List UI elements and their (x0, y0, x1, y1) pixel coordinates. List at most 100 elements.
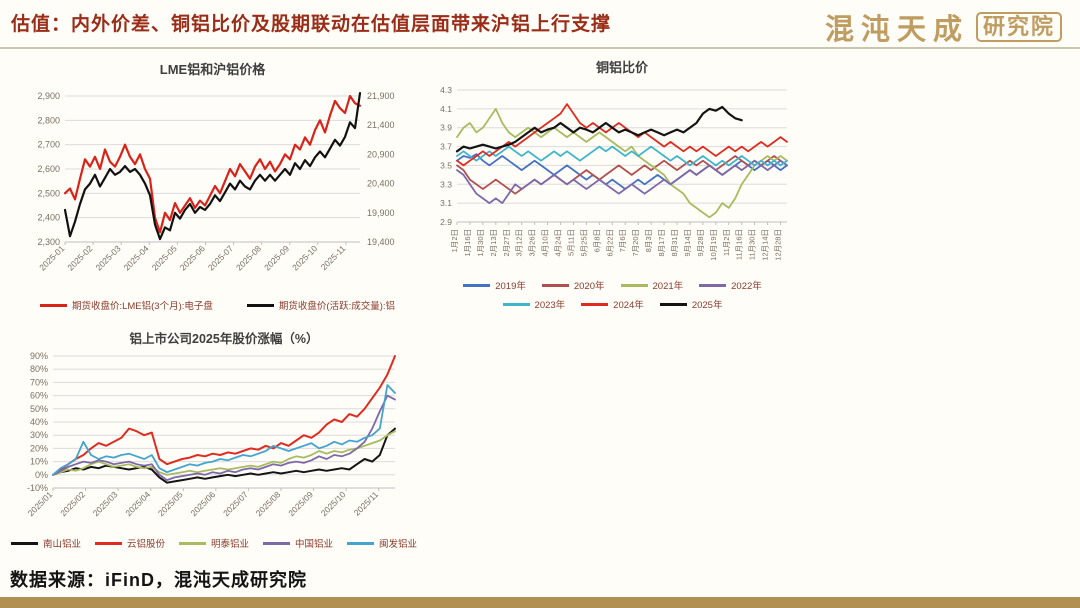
x-axis-tick: 2月27日 (502, 229, 511, 257)
legend-swatch (581, 302, 609, 306)
x-axis-tick: 4月24日 (554, 229, 563, 257)
legend-label: 中国铝业 (295, 539, 334, 550)
x-axis-tick: 2025-08 (234, 243, 263, 272)
x-axis-tick: 2025-09 (262, 243, 291, 272)
legend-swatch (463, 283, 491, 287)
x-axis-tick: 6月8日 (592, 229, 601, 252)
chart-aluminum-stocks-change-plot: 铝上市公司2025年股价涨幅（%） 90% 80% 70% 60% 50% 40% 30% 20… (26, 331, 396, 518)
x-axis-tick: 3月12日 (515, 229, 524, 257)
x-axis-tick: 5月11日 (566, 229, 575, 256)
legend-item: 云铝股份 (94, 536, 165, 550)
legend-label: 期货收盘价(活跃:成交量):铝 (278, 301, 396, 312)
chart-copper-aluminum-ratio-legend: 2019年 2020年 2021年 2022年 2023年 2024年 2025年 (454, 278, 772, 311)
x-axis-tick: 2025/07 (221, 489, 250, 518)
legend-label: 期货收盘价:LME铝(3个月):电子盘 (71, 301, 213, 312)
x-axis-tick: 11月2日 (722, 229, 731, 256)
y-axis-tick: 4.3 (440, 85, 452, 95)
legend-swatch (263, 541, 290, 545)
x-axis-tick: 2025-05 (150, 243, 179, 272)
y-axis-tick: 2,400 (37, 213, 60, 223)
series-明泰铝业 (52, 430, 396, 476)
page-title: 估值：内外价差、铜铝比价及股期联动在估值层面带来沪铝上行支撑 (11, 14, 612, 35)
legend-item: 期货收盘价:LME铝(3个月):电子盘 (39, 298, 213, 312)
x-axis-tick: 2025-02 (65, 243, 94, 272)
y-axis-tick: 0% (35, 470, 48, 480)
y-axis-tick: 2.9 (440, 217, 452, 227)
y-axis-tick: 3.3 (440, 179, 452, 189)
x-axis-tick: 9月28日 (696, 229, 705, 257)
x-axis-tick: 2025/04 (123, 489, 152, 518)
legend-item: 2023年 (502, 297, 566, 311)
legend-swatch (347, 541, 375, 545)
series-2025年 (455, 105, 743, 153)
legend-swatch (502, 302, 530, 306)
legend-label: 南山铝业 (42, 539, 81, 550)
y-axis-tick: 50% (30, 404, 48, 414)
legend-label: 2019年 (495, 281, 526, 292)
legend-item: 南山铝业 (10, 536, 81, 550)
y-axis-tick: 3.7 (440, 142, 452, 152)
legend-swatch (94, 541, 122, 545)
x-axis-tick: 2025/05 (156, 489, 185, 518)
y2-axis-tick: 20,900 (367, 149, 395, 159)
series-云铝股份 (52, 355, 396, 476)
legend-swatch (39, 303, 67, 307)
y-axis-tick: 70% (30, 377, 48, 387)
y-axis-tick: 10% (30, 457, 48, 467)
y-axis-tick: 2,500 (37, 188, 60, 198)
series-2024年 (456, 103, 788, 167)
x-axis-tick: 2025-07 (206, 243, 235, 272)
chart-lme-shfe-price-legend: 期货收盘价:LME铝(3个月):电子盘 期货收盘价(活跃:成交量):铝 (15, 298, 420, 312)
series-2020年 (456, 155, 788, 195)
x-axis-tick: 2025/09 (286, 489, 315, 518)
series-中国铝业 (52, 394, 396, 482)
chart-lme-shfe-price: LME铝和沪铝价格 2,900 2,800 2,700 2,600 2,500 2,400 2… (15, 54, 420, 312)
series-期货收盘价(活跃:成交量):铝 (63, 91, 362, 241)
y-axis-tick: 2,900 (37, 91, 60, 101)
x-axis-tick: 7月6日 (618, 229, 627, 252)
chart-lme-shfe-price-plot: LME铝和沪铝价格 2,900 2,800 2,700 2,600 2,500 2,400 2… (37, 62, 395, 272)
y-axis-tick: 40% (30, 417, 48, 427)
x-axis-tick: 7月20日 (631, 229, 640, 257)
x-axis-tick: 5月25日 (579, 229, 588, 257)
x-axis-tick: 8月31日 (670, 229, 679, 257)
legend-label: 2023年 (534, 300, 566, 311)
legend-label: 2020年 (573, 281, 605, 292)
legend-item: 2021年 (620, 278, 684, 292)
legend-item: 2024年 (581, 297, 644, 311)
legend-swatch (659, 302, 687, 306)
y-axis-tick: 20% (30, 443, 48, 453)
legend-item: 2022年 (699, 278, 762, 292)
y-axis-tick: 2,700 (37, 140, 60, 150)
legend-item: 期货收盘价(活跃:成交量):铝 (246, 298, 396, 312)
x-axis-tick: 11月16日 (735, 229, 744, 260)
series-2022年 (456, 159, 788, 205)
x-axis-tick: 2025-06 (178, 243, 207, 272)
header-divider (0, 47, 1080, 49)
y2-axis-tick: 20,400 (367, 179, 395, 189)
legend-swatch (541, 283, 569, 287)
x-axis-tick: 2025/03 (91, 489, 120, 518)
legend-item: 中国铝业 (263, 536, 333, 550)
y-axis-tick: 3.9 (440, 123, 452, 133)
y2-axis-tick: 19,400 (367, 237, 395, 247)
y2-axis-tick: 21,900 (367, 91, 395, 101)
series-2023年 (456, 145, 788, 167)
x-axis-tick: 12月28日 (774, 229, 783, 261)
legend-swatch (246, 303, 274, 307)
series-闽发铝业 (52, 384, 396, 476)
y-axis-tick: 3.5 (440, 160, 452, 170)
y-axis-tick: 90% (30, 351, 48, 361)
y-axis-tick: 2,800 (37, 115, 60, 125)
y-axis-tick: 2,600 (37, 164, 60, 174)
chart-aluminum-stocks-change: 铝上市公司2025年股价涨幅（%） 90% 80% 70% 60% 50% 40% 30% 20… (8, 328, 420, 550)
legend-label: 云铝股份 (126, 539, 165, 550)
y-axis-tick: 30% (30, 430, 48, 440)
data-source-note: 数据来源：iFinD，混沌天成研究院 (10, 570, 307, 590)
legend-item: 2020年 (541, 278, 605, 292)
legend-item: 明泰铝业 (178, 536, 249, 550)
y-axis-tick: 4.1 (440, 104, 452, 114)
legend-label: 2021年 (652, 281, 684, 292)
x-axis-tick: 4月10日 (541, 229, 550, 257)
x-axis-tick: 11月30日 (748, 229, 757, 260)
